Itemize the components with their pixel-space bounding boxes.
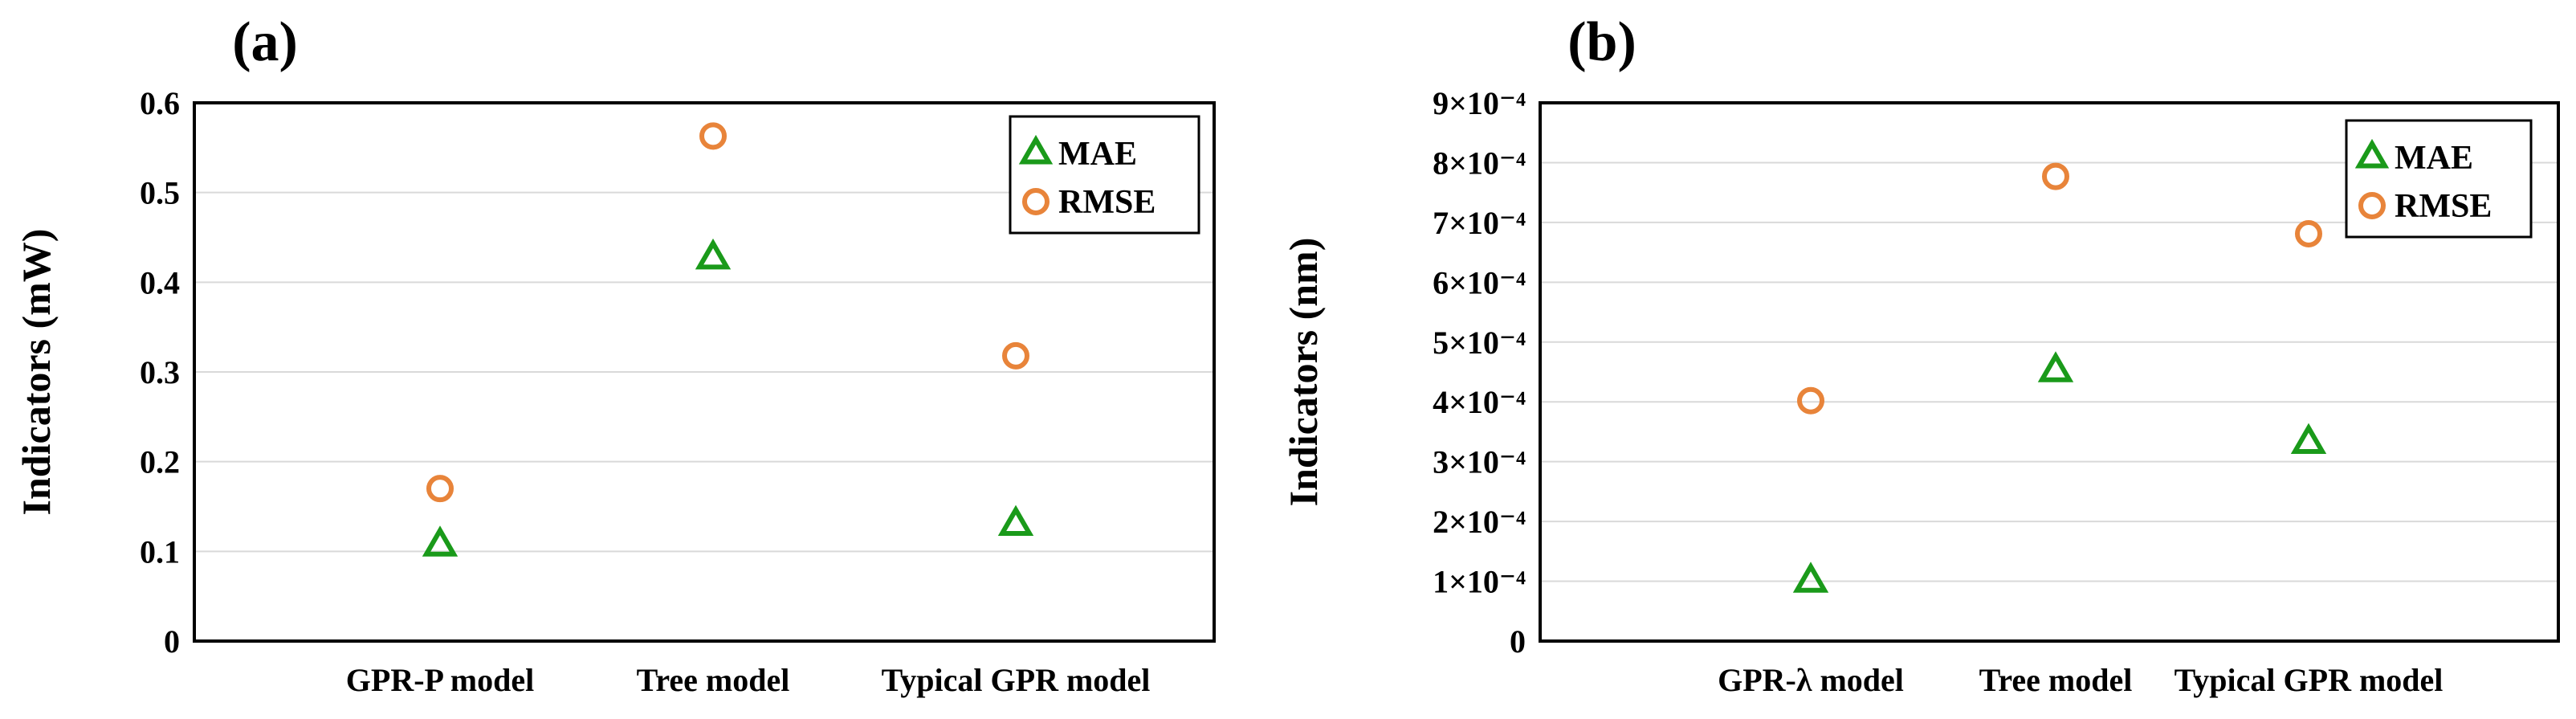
data-point-mae [695,238,732,270]
legend-label-mae: MAE [1058,136,1137,173]
data-point-mae [997,505,1034,537]
y-tick-label: 0.4 [140,264,180,300]
plot-frame [1539,101,2560,643]
y-tick-label: 0 [164,623,180,660]
data-point-mae [2290,423,2327,455]
legend-marker-rmse [2358,192,2386,219]
y-tick-label: 3×10⁻⁴ [1433,444,1526,480]
y-tick-label: 0 [1510,623,1526,660]
x-tick-label: Typical GPR model [2175,662,2444,698]
x-tick-label: Typical GPR model [882,662,1151,698]
plot-frame [193,101,1216,643]
legend-marker-mae [1018,134,1054,165]
y-tick-label: 0.1 [140,533,180,570]
y-axis-title: Indicators (nm) [1281,238,1326,507]
x-tick-label: GPR-λ model [1718,662,1904,698]
data-point-rmse [2042,162,2069,190]
data-point-mae [1792,562,1829,593]
data-point-rmse [426,475,454,503]
legend-label-mae: MAE [2395,140,2473,177]
data-point-rmse [1002,341,1029,370]
y-tick-label: 2×10⁻⁴ [1433,504,1526,540]
data-point-rmse [699,122,727,150]
data-point-rmse [2295,220,2322,248]
legend-label-rmse: RMSE [1058,184,1156,221]
chart-panel-b: (b) 0 1×10⁻⁴ 2×10⁻⁴ 3×10⁻⁴ 4×10⁻⁴ 5×10⁻⁴ 6×10⁻⁴… [1281,11,2560,698]
y-tick-label: 0.6 [140,85,180,121]
y-tick-label: 5×10⁻⁴ [1433,325,1526,361]
data-point-mae [2037,351,2074,382]
y-axis-title: Indicators (mW) [14,229,59,516]
y-tick-label: 6×10⁻⁴ [1433,264,1526,300]
x-tick-label: GPR-P model [346,662,534,698]
x-tick-label: Tree model [637,662,790,698]
data-point-mae [422,525,459,557]
legend-marker-mae [2354,138,2390,169]
y-tick-label: 8×10⁻⁴ [1433,145,1526,181]
panel-label: (b) [1567,11,1636,73]
x-tick-label: Tree model [1979,662,2133,698]
panel-label: (a) [232,11,298,73]
y-tick-label: 1×10⁻⁴ [1433,564,1526,600]
y-tick-label: 9×10⁻⁴ [1433,85,1526,121]
chart-panel-a: (a) 0 0.1 0.2 0.3 0.4 0.5 0.6 GPR-P model Tree mo… [14,11,1216,698]
y-tick-label: 0.5 [140,175,180,211]
y-tick-label: 7×10⁻⁴ [1433,205,1526,241]
y-tick-label: 0.3 [140,354,180,390]
data-point-rmse [1797,386,1824,415]
y-tick-label: 4×10⁻⁴ [1433,384,1526,420]
legend-marker-rmse [1022,188,1050,215]
y-tick-label: 0.2 [140,444,180,480]
legend-label-rmse: RMSE [2395,188,2492,225]
